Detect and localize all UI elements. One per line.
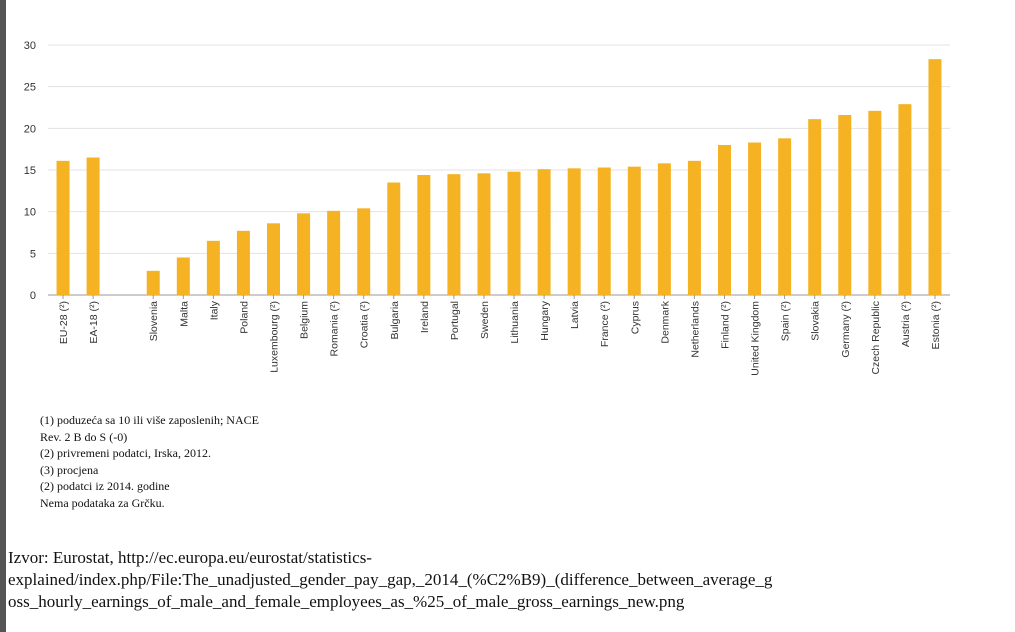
x-tick-label: EA-18 (²) [88, 301, 100, 344]
x-tick-label: Austria (²) [900, 301, 912, 347]
x-tick-label: Portugal [449, 301, 461, 340]
x-tick-label: Finland (²) [720, 301, 732, 349]
bar [417, 175, 431, 295]
x-tick-label: Slovakia [810, 301, 822, 341]
x-tick-label: Slovenia [148, 301, 160, 341]
x-tick-label: Croatia (²) [359, 301, 371, 348]
x-tick-label: Czech Republic [870, 301, 882, 375]
source-line: Izvor: Eurostat, http://ec.europa.eu/eur… [8, 548, 372, 567]
note: (2) privremeni podatci, Irska, 2012. [40, 446, 211, 460]
bar [778, 138, 792, 295]
bar [176, 257, 190, 295]
bar [357, 208, 371, 295]
x-tick-label: Hungary [539, 300, 551, 340]
x-tick-label: Belgium [299, 301, 311, 339]
x-tick-label: Cyprus [629, 301, 641, 334]
bar [627, 166, 641, 295]
x-tick-label: Poland [238, 301, 250, 334]
y-tick-label: 30 [24, 40, 36, 52]
x-tick-label: Ireland [419, 301, 431, 333]
bar [868, 110, 882, 295]
x-tick-label: Romania (²) [329, 301, 341, 356]
note: (1) poduzeća sa 10 ili više zaposlenih; … [40, 413, 259, 427]
x-tick-label: Spain (²) [780, 301, 792, 341]
y-tick-label: 10 [24, 207, 36, 219]
note: (3) procjena [40, 462, 99, 477]
bar [267, 223, 280, 295]
bar [718, 145, 731, 295]
x-tick-label: Italy [208, 300, 220, 320]
notes: (1) poduzeća sa 10 ili više zaposlenih; … [40, 412, 259, 511]
source-line: oss_hourly_earnings_of_male_and_female_e… [8, 592, 685, 611]
bar [537, 169, 551, 295]
bar [597, 167, 611, 295]
bar [327, 210, 341, 295]
x-tick-label: Latvia [569, 301, 581, 329]
x-tick-label: Lithuania [509, 301, 521, 344]
bar [808, 119, 822, 296]
bar [567, 168, 581, 295]
bar [898, 104, 912, 296]
source: Izvor: Eurostat, http://ec.europa.eu/eur… [8, 547, 1015, 613]
x-tick-label: Malta [178, 301, 190, 327]
x-tick-label: France (²) [599, 301, 611, 347]
y-tick-label: 0 [30, 290, 36, 302]
bar [56, 160, 70, 295]
bar [748, 142, 762, 295]
bar [447, 174, 461, 295]
note: (2) podatci iz 2014. godine [40, 479, 170, 493]
bar [687, 160, 701, 295]
bar [477, 173, 491, 295]
bar [206, 240, 220, 295]
x-tick-label: EU-28 (²) [58, 301, 70, 344]
y-tick-label: 5 [30, 248, 36, 260]
x-tick-label: Germany (²) [840, 301, 852, 358]
x-tick-label: Estonia (²) [930, 301, 942, 349]
bar [86, 157, 100, 295]
bar [928, 59, 942, 295]
x-tick-label: Denmark [659, 300, 671, 343]
x-tick-label: United Kingdom [750, 301, 762, 376]
bar [236, 230, 250, 295]
bar [297, 213, 311, 295]
x-tick-label: Bulgaria [389, 301, 401, 340]
bar [838, 115, 852, 295]
y-tick-label: 20 [24, 123, 36, 135]
window-edge [0, 0, 6, 632]
x-tick-label: Sweden [479, 301, 491, 339]
bar [507, 171, 521, 295]
source-line: explained/index.php/File:The_unadjusted_… [8, 570, 773, 589]
x-tick-label: Luxembourg (²) [269, 301, 281, 373]
y-tick-label: 15 [24, 165, 36, 177]
bar [146, 270, 160, 295]
y-tick-label: 25 [24, 82, 36, 94]
x-tick-label: Netherlands [689, 301, 701, 358]
chart: 0 5 10 15 20 25 30 EU-28 (²) EA-18 (²) Slovenia Ma… [24, 40, 950, 376]
bar [657, 163, 671, 295]
note: Nema podataka za Grčku. [40, 495, 165, 510]
note: Rev. 2 B do S (-0) [40, 429, 128, 444]
bar [387, 182, 401, 295]
